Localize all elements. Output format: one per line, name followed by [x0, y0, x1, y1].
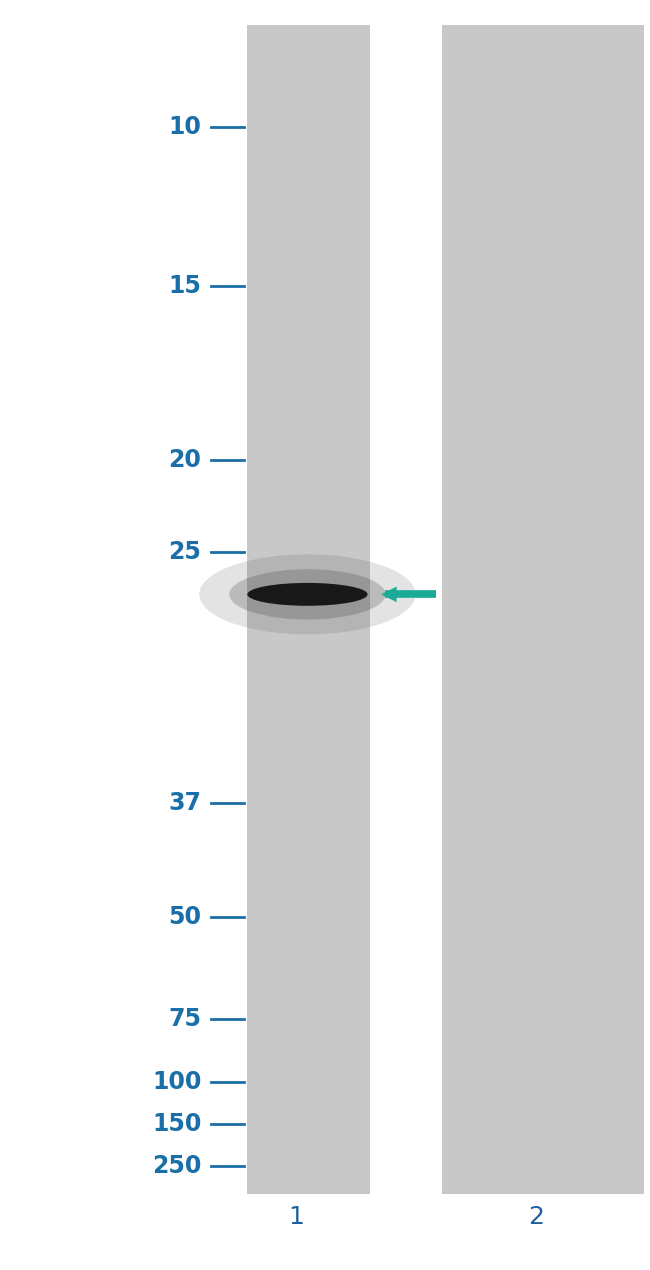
Text: 75: 75 — [168, 1007, 202, 1030]
FancyBboxPatch shape — [442, 25, 644, 1194]
Text: 150: 150 — [152, 1113, 202, 1135]
Text: 10: 10 — [168, 116, 202, 138]
Text: 250: 250 — [152, 1154, 202, 1177]
Ellipse shape — [199, 554, 416, 635]
Text: 100: 100 — [152, 1071, 202, 1093]
FancyBboxPatch shape — [247, 25, 370, 1194]
Ellipse shape — [247, 583, 368, 606]
Text: 37: 37 — [168, 791, 202, 814]
Text: 20: 20 — [168, 448, 202, 471]
Text: 2: 2 — [528, 1205, 544, 1228]
Text: 25: 25 — [168, 541, 202, 564]
Text: 15: 15 — [168, 274, 202, 297]
Text: 50: 50 — [168, 906, 202, 928]
Ellipse shape — [229, 569, 385, 620]
Text: 1: 1 — [288, 1205, 304, 1228]
